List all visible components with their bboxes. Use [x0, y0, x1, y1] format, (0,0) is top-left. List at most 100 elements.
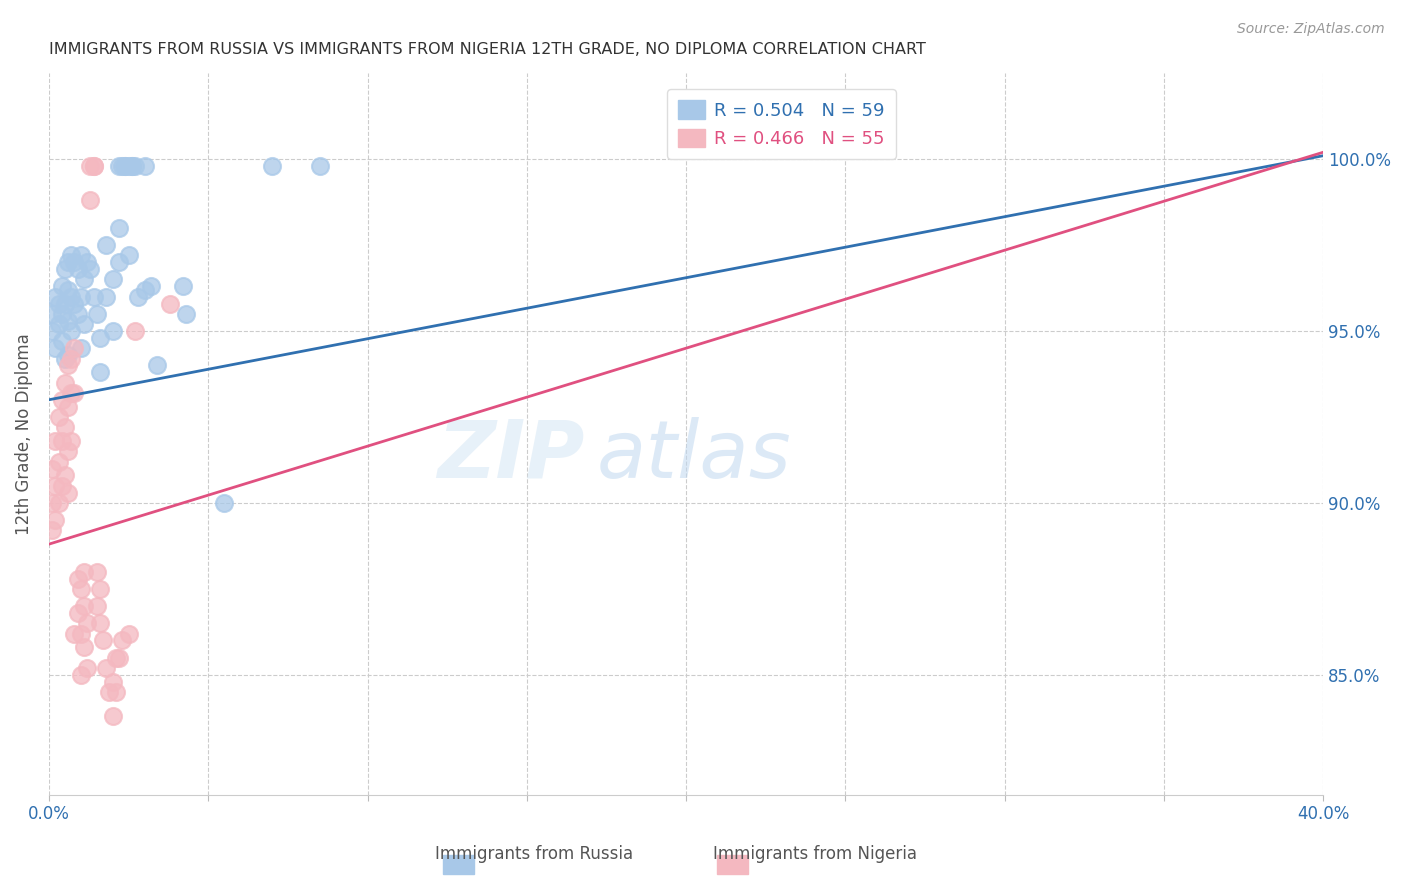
Point — [79, 262, 101, 277]
Point — [96, 238, 118, 252]
Point — [56, 314, 79, 328]
Legend: R = 0.504   N = 59, R = 0.466   N = 55: R = 0.504 N = 59, R = 0.466 N = 55 — [668, 89, 896, 159]
Point — [108, 650, 131, 665]
Point — [44, 513, 66, 527]
Point — [73, 317, 96, 331]
Point — [63, 296, 86, 310]
Point — [96, 661, 118, 675]
Point — [69, 290, 91, 304]
Text: ZIP: ZIP — [437, 417, 583, 495]
Point — [117, 159, 139, 173]
Point — [69, 667, 91, 681]
Point — [60, 324, 83, 338]
Point — [76, 255, 98, 269]
Point — [48, 455, 70, 469]
Point — [63, 626, 86, 640]
Point — [53, 351, 76, 366]
Point — [134, 283, 156, 297]
Point — [73, 640, 96, 655]
Point — [66, 606, 89, 620]
Point — [73, 565, 96, 579]
Point — [108, 159, 131, 173]
Point — [260, 159, 283, 173]
Text: atlas: atlas — [598, 417, 792, 495]
Point — [63, 385, 86, 400]
Point — [121, 159, 143, 173]
Point — [51, 392, 73, 407]
Point — [56, 400, 79, 414]
Point — [60, 351, 83, 366]
Point — [124, 159, 146, 173]
Point — [139, 279, 162, 293]
Point — [41, 496, 63, 510]
Point — [91, 633, 114, 648]
Point — [308, 159, 330, 173]
Point — [108, 220, 131, 235]
Point — [117, 626, 139, 640]
Point — [96, 290, 118, 304]
Point — [56, 485, 79, 500]
Point — [53, 296, 76, 310]
Point — [146, 359, 169, 373]
Point — [41, 524, 63, 538]
Point — [48, 409, 70, 424]
Point — [48, 496, 70, 510]
Point — [76, 616, 98, 631]
Point — [56, 255, 79, 269]
Text: IMMIGRANTS FROM RUSSIA VS IMMIGRANTS FROM NIGERIA 12TH GRADE, NO DIPLOMA CORRELA: IMMIGRANTS FROM RUSSIA VS IMMIGRANTS FRO… — [49, 42, 925, 57]
Point — [73, 599, 96, 613]
Point — [111, 633, 134, 648]
Point — [86, 565, 108, 579]
Text: Source: ZipAtlas.com: Source: ZipAtlas.com — [1237, 22, 1385, 37]
Point — [69, 341, 91, 355]
Point — [44, 290, 66, 304]
Point — [79, 194, 101, 208]
Point — [56, 348, 79, 362]
Point — [89, 365, 111, 379]
Point — [53, 468, 76, 483]
Point — [174, 307, 197, 321]
Point — [48, 317, 70, 331]
Point — [83, 159, 105, 173]
Point — [53, 376, 76, 390]
Point — [73, 272, 96, 286]
Point — [86, 307, 108, 321]
Point — [66, 307, 89, 321]
Point — [98, 685, 121, 699]
Point — [101, 674, 124, 689]
Point — [172, 279, 194, 293]
Point — [66, 262, 89, 277]
Point — [56, 444, 79, 458]
Point — [127, 290, 149, 304]
Point — [159, 296, 181, 310]
Point — [44, 479, 66, 493]
Point — [89, 331, 111, 345]
Point — [63, 341, 86, 355]
Point — [76, 661, 98, 675]
Point — [41, 461, 63, 475]
Point — [51, 479, 73, 493]
Point — [44, 341, 66, 355]
Point — [89, 616, 111, 631]
Point — [104, 685, 127, 699]
Point — [51, 334, 73, 349]
Point — [101, 272, 124, 286]
Text: Immigrants from Russia: Immigrants from Russia — [436, 846, 633, 863]
Point — [60, 290, 83, 304]
Point — [79, 159, 101, 173]
Point — [101, 709, 124, 723]
Point — [44, 434, 66, 448]
Point — [48, 296, 70, 310]
Point — [134, 159, 156, 173]
Point — [66, 572, 89, 586]
Point — [53, 262, 76, 277]
Point — [83, 290, 105, 304]
Point — [53, 420, 76, 434]
Point — [60, 248, 83, 262]
Y-axis label: 12th Grade, No Diploma: 12th Grade, No Diploma — [15, 334, 32, 535]
Point — [60, 434, 83, 448]
Point — [69, 626, 91, 640]
Point — [51, 307, 73, 321]
Point — [69, 582, 91, 596]
Point — [56, 283, 79, 297]
